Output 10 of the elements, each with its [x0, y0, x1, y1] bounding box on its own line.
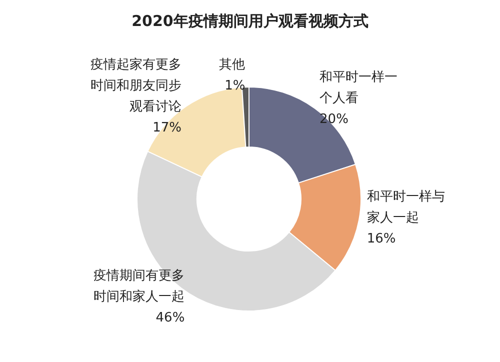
slice-label: 和平时一样一个人看 [320, 70, 398, 106]
slice-label: 疫情起家有更多时间和朋友同步观看讨论 [90, 56, 182, 114]
data-label: 16% [366, 231, 396, 246]
slice-label: 和平时一样与家人一起 [366, 189, 445, 226]
chart-title: 2020年疫情期间用户观看视频方式 [130, 11, 370, 32]
slice-label: 疫情期间有更多时间和家人一起 [94, 268, 185, 304]
data-label: 17% [152, 120, 182, 136]
data-label: 46% [156, 310, 185, 326]
data-label: 1% [224, 78, 246, 94]
slice-label: 其他 [219, 58, 246, 73]
